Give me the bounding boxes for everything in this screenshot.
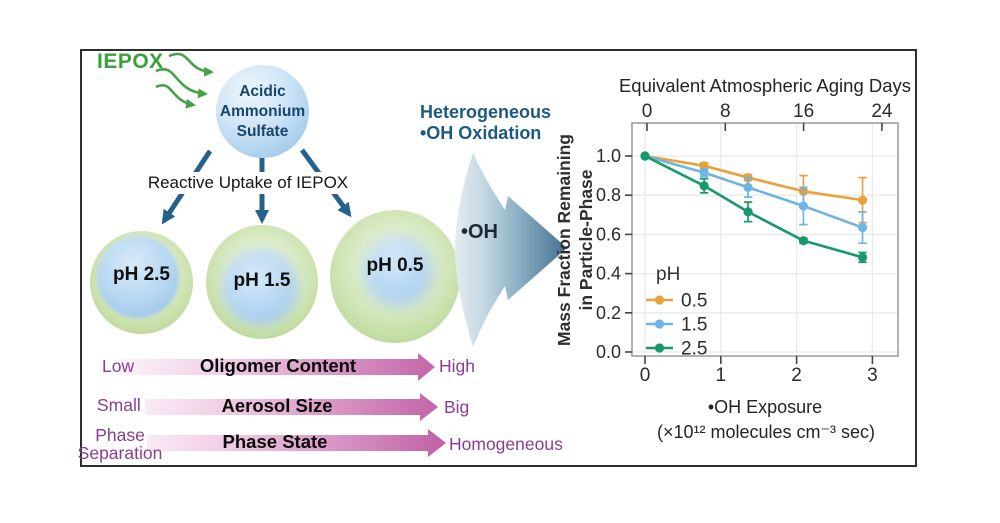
figure-border <box>80 49 917 467</box>
x-axis-label-line2: (×10¹² molecules cm⁻³ sec) <box>657 422 875 442</box>
legend-label: 2.5 <box>681 339 707 360</box>
ammonium-sulfate-label: Acidic Ammonium Sulfate <box>216 65 309 158</box>
y-axis-label-line1: Mass Fraction Remaining <box>554 134 574 346</box>
gradient-arrows <box>120 353 446 457</box>
x-tick-label: 1 <box>716 365 727 386</box>
y-tick-label: 0.8 <box>596 185 621 205</box>
phase-separation-label: Phase Separation <box>77 425 163 463</box>
data-point <box>798 236 809 246</box>
x-tick-label: 3 <box>867 365 878 386</box>
phase-state-label: Phase State <box>222 431 328 452</box>
y-tick-label: 0.6 <box>596 224 621 244</box>
aqueous-core <box>97 236 179 318</box>
aerosol-sphere-ph-0-5: pH 0.5 <box>330 210 460 343</box>
phase-arrow <box>147 429 446 457</box>
legend-label: 1.5 <box>681 315 707 336</box>
bottom-axis: 0 1 2 3 <box>640 356 878 386</box>
data-point <box>699 181 709 191</box>
aerosol-sphere-ph-2-5: pH 2.5 <box>90 231 193 334</box>
y-tick-label: 0.4 <box>596 264 621 284</box>
plot-border <box>631 122 899 357</box>
series-ph-2.5 <box>640 151 868 264</box>
aerosol-small-label: Small <box>97 395 141 415</box>
heading-line1: Heterogeneous <box>420 102 552 122</box>
legend-label: 0.5 <box>681 291 707 312</box>
legend-swatch-dot <box>654 319 665 329</box>
y-tick-label: 1.0 <box>596 146 621 166</box>
oxidation-swoosh-arrow <box>455 153 567 347</box>
heterogeneous-heading: Heterogeneous •OH Oxidation <box>420 102 570 144</box>
data-point <box>857 222 868 233</box>
iepox-arrow-2 <box>155 68 208 99</box>
aerosol-sphere-ph-1-5: pH 1.5 <box>206 225 318 339</box>
oligomer-arrow <box>120 353 435 381</box>
data-point <box>743 182 753 192</box>
homogeneous-label: Homogeneous <box>449 434 563 454</box>
y-tick-label: 0.0 <box>596 342 621 362</box>
aqueous-core <box>363 236 433 306</box>
y-tick-label: 0.2 <box>596 303 621 323</box>
ph-label: pH 2.5 <box>112 264 171 285</box>
oligomer-low-label: Low <box>102 356 135 376</box>
iepox-arrow-3 <box>155 84 196 109</box>
y-axis: 0.0 0.2 0.4 0.6 0.8 1.0 <box>596 146 632 362</box>
as-line2: Ammonium <box>219 102 306 120</box>
top-tick-label: 0 <box>642 101 653 122</box>
x-tick-label: 0 <box>640 365 651 386</box>
uptake-label: Reactive Uptake of IEPOX <box>142 172 354 194</box>
legend-title: pH <box>656 264 680 285</box>
gridlines <box>632 123 898 356</box>
aerosol-arrow <box>145 393 438 421</box>
heading-line2: •OH Oxidation <box>420 123 542 143</box>
as-line1: Acidic <box>239 82 286 100</box>
iepox-arrow-1 <box>168 52 214 77</box>
as-line3: Sulfate <box>236 122 289 140</box>
y-axis-label-line2: in Particle-Phase <box>576 169 596 310</box>
data-point <box>743 207 753 217</box>
legend-swatch-dot <box>654 295 665 305</box>
iepox-label: IEPOX <box>97 50 164 73</box>
data-point <box>857 195 868 205</box>
data-point <box>798 201 809 211</box>
oh-radical-label: •OH <box>461 221 499 243</box>
data-point <box>699 168 709 178</box>
iepox-flow-arrows <box>155 52 214 109</box>
top-tick-label: 24 <box>871 101 893 122</box>
aerosol-size-label: Aerosol Size <box>221 395 333 416</box>
x-axis-label-line1: •OH Exposure <box>708 397 822 417</box>
plot-area <box>632 123 898 356</box>
oligomer-content-label: Oligomer Content <box>199 355 357 376</box>
ammonium-sulfate-sphere: Acidic Ammonium Sulfate <box>216 65 309 158</box>
top-axis-title: Equivalent Atmospheric Aging Days <box>619 75 911 96</box>
legend-swatch-dot <box>654 343 665 353</box>
data-point <box>640 151 650 161</box>
top-axis: 0 8 16 24 <box>642 101 893 131</box>
legend: pH0.5 1.5 2.5 <box>646 264 707 360</box>
aerosol-big-label: Big <box>444 397 470 417</box>
x-tick-label: 2 <box>791 365 802 386</box>
top-tick-label: 16 <box>793 101 814 122</box>
top-tick-label: 8 <box>720 101 731 122</box>
ph-label: pH 1.5 <box>233 270 291 291</box>
data-point <box>857 252 868 262</box>
ph-label: pH 0.5 <box>366 255 424 276</box>
oligomer-high-label: High <box>439 356 475 376</box>
aqueous-core <box>222 249 298 325</box>
